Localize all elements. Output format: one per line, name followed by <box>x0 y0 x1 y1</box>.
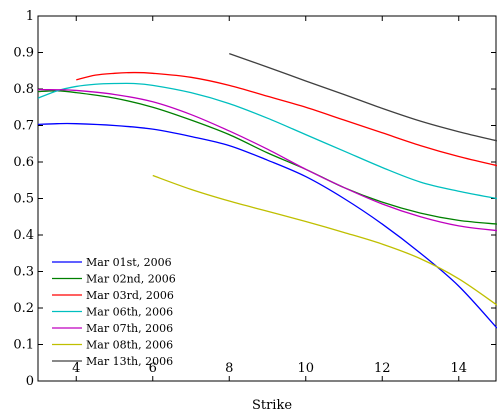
series-line-2 <box>38 90 497 225</box>
series-line-7 <box>229 52 497 142</box>
x-tick-label: 8 <box>225 361 233 376</box>
series-line-5 <box>38 89 497 232</box>
y-tick-label: 0.7 <box>13 119 34 134</box>
y-tick-label: 1 <box>26 9 34 24</box>
y-tick-label: 0.5 <box>13 192 34 207</box>
x-axis-title: Strike <box>252 398 292 413</box>
legend-label: Mar 08th, 2006 <box>86 339 173 352</box>
series-line-3 <box>76 71 497 167</box>
series-line-4 <box>38 82 497 200</box>
y-tick-label: 0.1 <box>13 338 34 353</box>
y-tick-label: 0.6 <box>13 155 34 170</box>
series-line-6 <box>152 174 497 306</box>
legend: Mar 01st, 2006 Mar 02nd, 2006 Mar 03rd, 20… <box>52 256 176 368</box>
y-tick-label: 0.3 <box>13 265 34 280</box>
y-tick-label: 0.9 <box>13 46 34 61</box>
plot-area <box>37 15 497 382</box>
legend-label: Mar 07th, 2006 <box>86 322 173 335</box>
legend-label: Mar 03rd, 2006 <box>86 289 174 302</box>
legend-label: Mar 01st, 2006 <box>86 256 172 269</box>
x-tick-label: 6 <box>149 361 157 376</box>
x-tick-label: 12 <box>374 361 391 376</box>
series-line-1 <box>38 122 497 329</box>
legend-label: Mar 13th, 2006 <box>86 355 173 368</box>
x-tick-label: 10 <box>297 361 314 376</box>
x-tick-label: 4 <box>72 361 80 376</box>
legend-label: Mar 06th, 2006 <box>86 306 173 319</box>
y-tick-label: 0.4 <box>13 228 34 243</box>
y-tick-label: 0.8 <box>13 82 34 97</box>
x-tick-label: 14 <box>450 361 467 376</box>
y-tick-label: 0 <box>26 374 34 389</box>
y-tick-label: 0.2 <box>13 301 34 316</box>
legend-label: Mar 02nd, 2006 <box>86 273 176 286</box>
